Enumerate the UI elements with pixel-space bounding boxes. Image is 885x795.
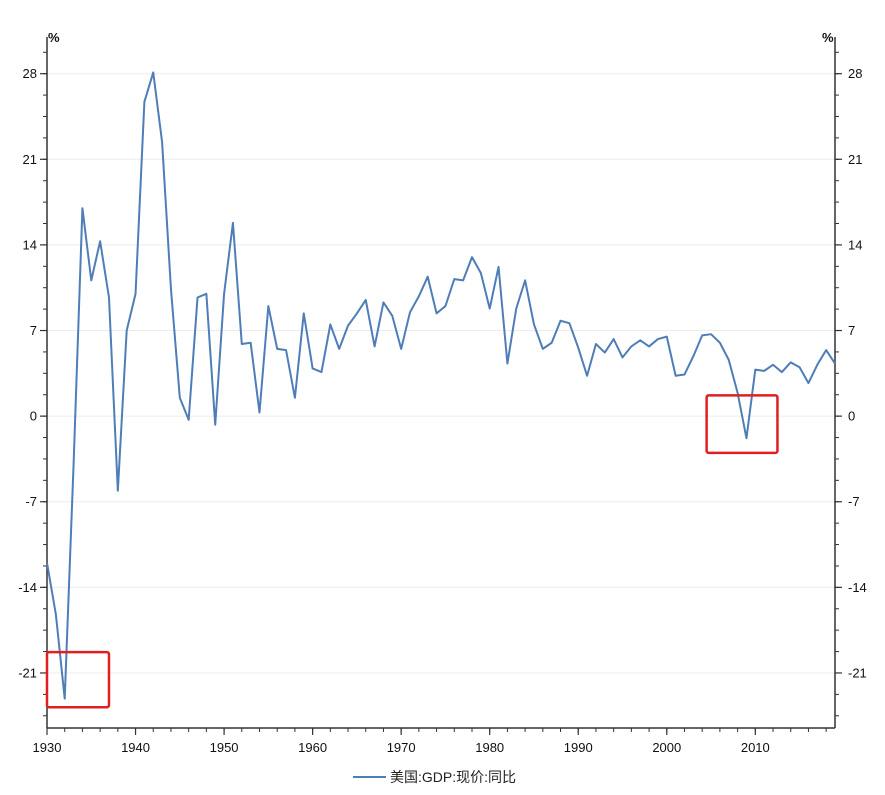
y-tick-label-left: 7 <box>30 323 37 338</box>
y-tick-label-right: 21 <box>848 152 862 167</box>
x-tick-label: 1980 <box>475 740 504 755</box>
axes: % % <box>46 30 836 729</box>
y-tick-label-left: 14 <box>23 237 37 252</box>
y-tick-label-right: 7 <box>848 323 855 338</box>
y-tick-label-right: 14 <box>848 237 862 252</box>
axis-ticks: -21 -21 -14 -14 -7 -7 0 0 7 7 14 14 21 21 28 28 1930 1940… <box>18 51 867 755</box>
x-tick-label: 1970 <box>387 740 416 755</box>
right-y-unit-label: % <box>822 30 834 45</box>
x-tick-label: 2010 <box>741 740 770 755</box>
left-y-unit-label: % <box>48 30 60 45</box>
legend[interactable]: 美国:GDP:现价:同比 <box>353 769 516 785</box>
y-tick-label-right: -7 <box>848 494 860 509</box>
x-tick-label: 1930 <box>33 740 62 755</box>
y-tick-label-right: 0 <box>848 409 855 424</box>
y-tick-label-left: -21 <box>18 665 37 680</box>
y-tick-label-left: -14 <box>18 580 37 595</box>
grid-lines <box>47 73 835 674</box>
y-tick-label-left: 0 <box>30 409 37 424</box>
y-tick-label-right: 28 <box>848 66 862 81</box>
y-tick-label-left: 21 <box>23 152 37 167</box>
y-tick-label-left: -7 <box>25 494 37 509</box>
y-tick-label-right: -21 <box>848 665 867 680</box>
highlight-box <box>45 650 111 709</box>
highlight-box <box>705 394 779 455</box>
highlight-boxes <box>45 394 779 709</box>
legend-label: 美国:GDP:现价:同比 <box>390 769 516 785</box>
x-tick-label: 2000 <box>652 740 681 755</box>
series-layer <box>46 71 836 700</box>
x-tick-label: 1950 <box>210 740 239 755</box>
y-tick-label-left: 28 <box>23 66 37 81</box>
x-tick-label: 1940 <box>121 740 150 755</box>
x-tick-label: 1960 <box>298 740 327 755</box>
y-tick-label-right: -14 <box>848 580 867 595</box>
series-line <box>46 71 836 700</box>
x-tick-label: 1990 <box>564 740 593 755</box>
